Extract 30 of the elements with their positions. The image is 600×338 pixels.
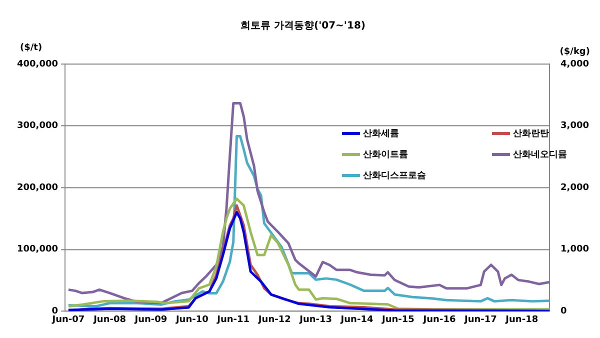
x-tick-label: Jun-09 bbox=[134, 314, 168, 325]
y-tick-label: 400,000 bbox=[16, 59, 58, 70]
y2-tick-label: 2,000 bbox=[560, 182, 589, 193]
y2-tick-label: 4,000 bbox=[560, 59, 589, 70]
x-tick-label: Jun-12 bbox=[257, 314, 291, 325]
y-axis-title: ($/t) bbox=[20, 42, 42, 53]
legend-label: 산화이트륨 bbox=[363, 149, 408, 161]
y2-tick-label: 3,000 bbox=[560, 121, 589, 132]
y2-tick-label: 1,000 bbox=[560, 244, 589, 255]
legend-label: 산화세륨 bbox=[363, 128, 399, 140]
y2-axis-title: ($/kg) bbox=[560, 46, 590, 57]
x-tick-label: Jun-16 bbox=[422, 314, 456, 325]
x-tick-label: Jun-14 bbox=[340, 314, 374, 325]
y-tick-label: 300,000 bbox=[16, 121, 58, 132]
legend-label: 산화네오디뮴 bbox=[513, 149, 567, 161]
x-tick-label: Jun-07 bbox=[51, 314, 85, 325]
x-tick-label: Jun-08 bbox=[92, 314, 126, 325]
x-tick-label: Jun-10 bbox=[174, 314, 208, 325]
chart-title: 희토류 가격동향('07~'18) bbox=[240, 20, 366, 32]
x-tick-label: Jun-11 bbox=[216, 314, 250, 325]
x-tick-label: Jun-13 bbox=[298, 314, 332, 325]
y2-tick-label: 0 bbox=[560, 306, 567, 317]
x-tick-label: Jun-17 bbox=[463, 314, 497, 325]
y-tick-label: 100,000 bbox=[16, 244, 58, 255]
legend-label: 산화디스프로슘 bbox=[363, 170, 426, 182]
y-tick-label: 200,000 bbox=[16, 182, 58, 193]
x-tick-label: Jun-15 bbox=[380, 314, 414, 325]
y-tick-label: 0 bbox=[52, 306, 58, 317]
legend-label: 산화란탄 bbox=[513, 128, 549, 140]
x-tick-label: Jun-18 bbox=[504, 314, 538, 325]
